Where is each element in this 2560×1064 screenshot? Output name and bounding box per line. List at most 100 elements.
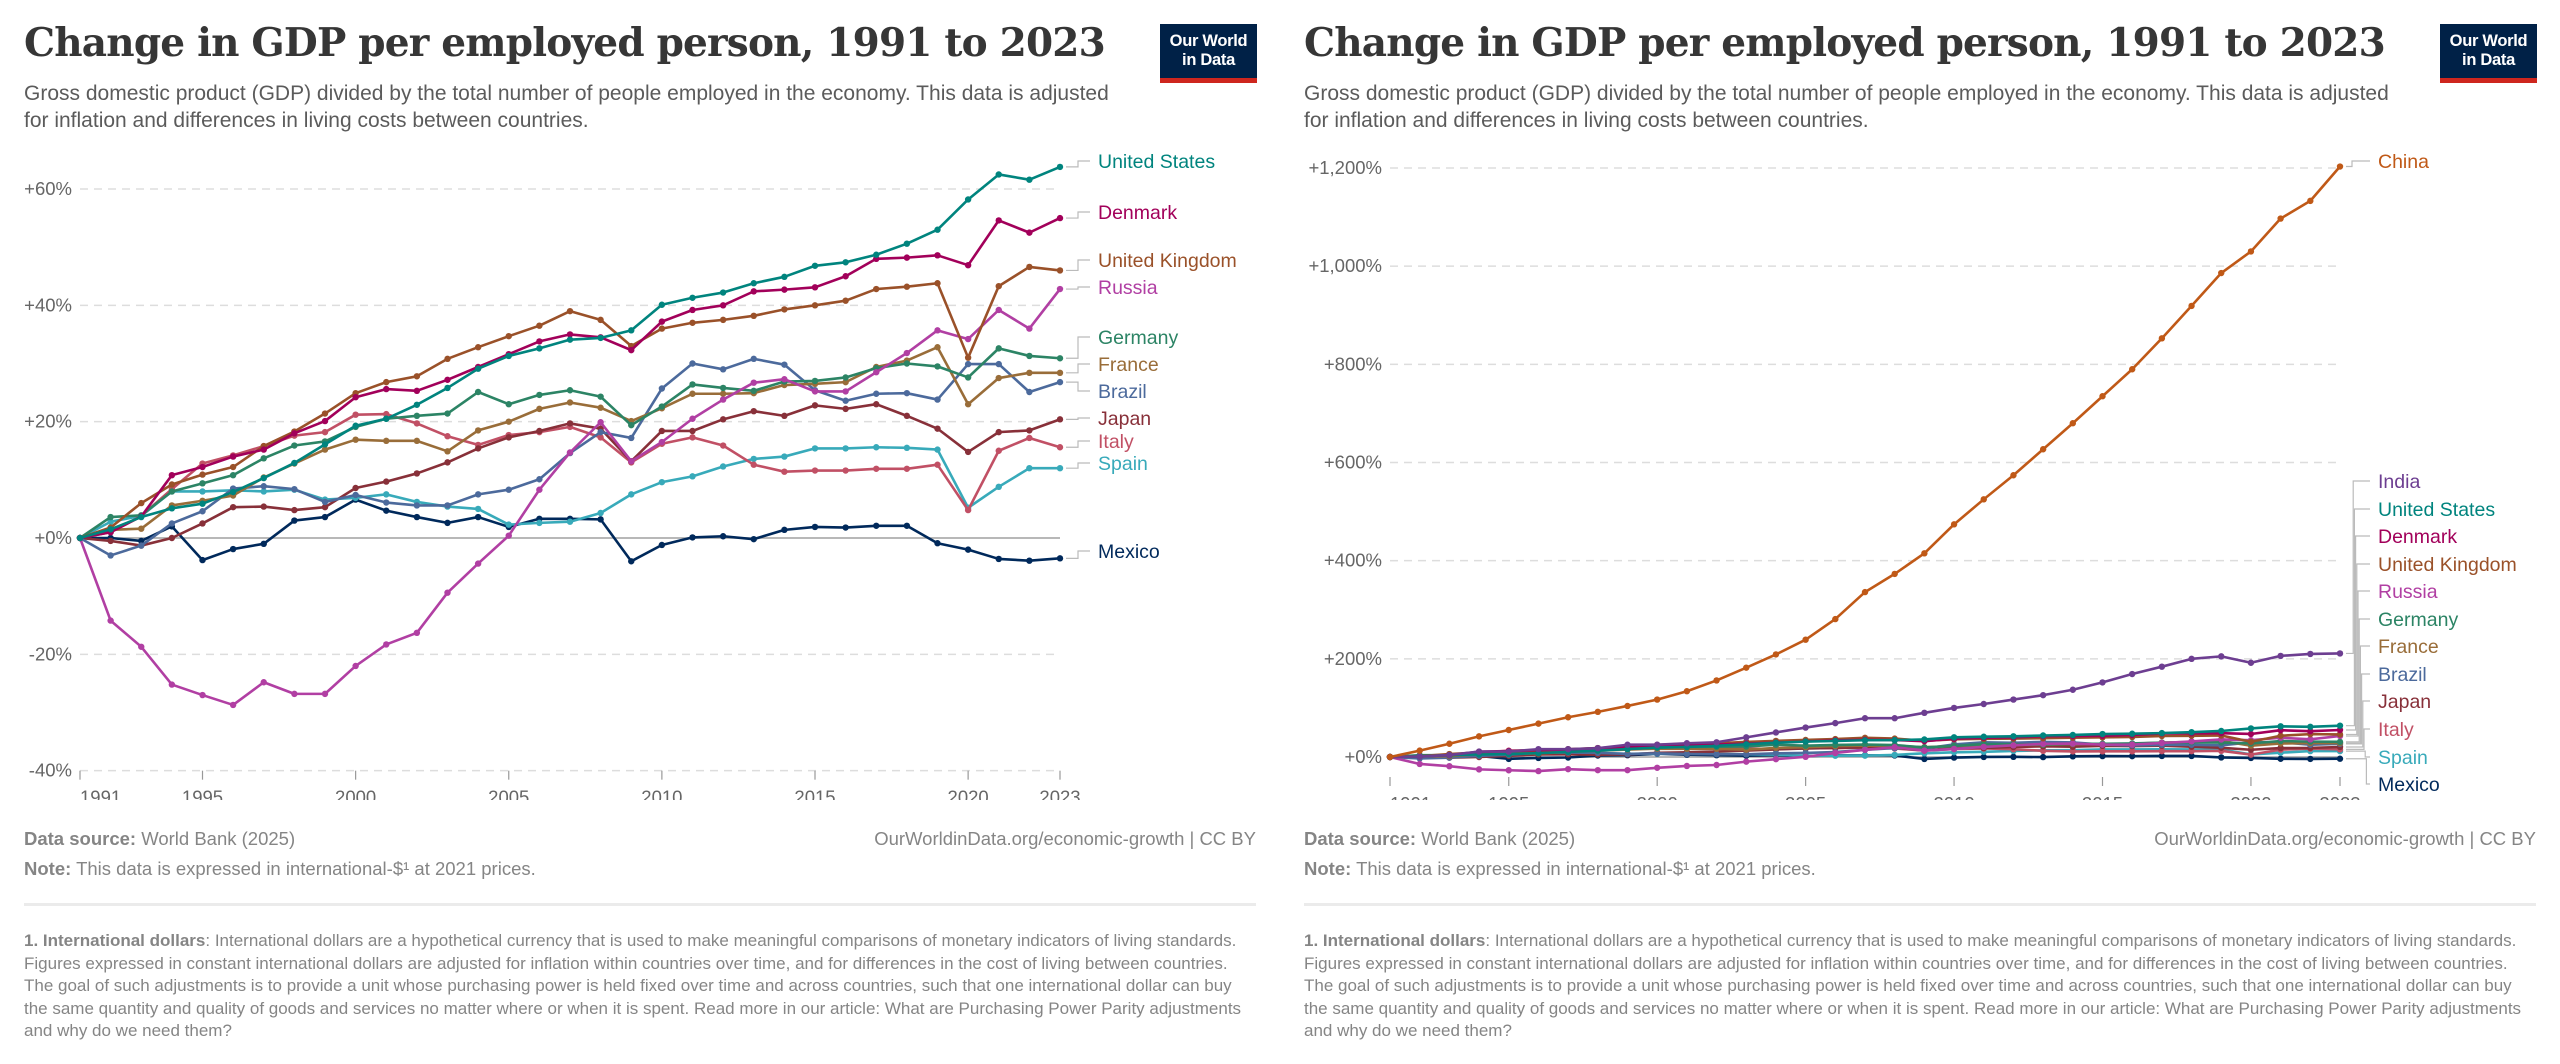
data-point [2188, 747, 2195, 755]
data-point [658, 301, 666, 308]
data-point [1535, 720, 1542, 727]
data-point [260, 455, 267, 462]
data-point [536, 338, 543, 345]
data-point [2277, 723, 2284, 730]
label-connector [2346, 508, 2370, 727]
y-tick-label: +0% [1344, 746, 1382, 767]
data-point [1861, 737, 1869, 744]
y-tick-label: +60% [24, 178, 72, 199]
data-point [536, 405, 543, 413]
data-point [781, 453, 788, 460]
data-point [2307, 728, 2314, 735]
data-point [1416, 760, 1423, 768]
series-united-states [76, 163, 1064, 542]
data-point [138, 643, 145, 650]
data-point [750, 355, 757, 363]
data-point [321, 441, 329, 448]
data-point [1683, 762, 1691, 770]
data-point [383, 378, 390, 386]
chart-panel-right: Change in GDP per employed person, 1991 … [1280, 0, 2560, 1064]
x-tick-label: 2010 [641, 787, 682, 800]
data-point [291, 442, 298, 449]
x-tick-label: 2020 [2230, 793, 2271, 800]
series-label-germany: Germany [2378, 609, 2458, 631]
data-point [2010, 733, 2017, 740]
data-point [750, 387, 757, 395]
data-point [1056, 465, 1064, 472]
label-connector [1066, 417, 1090, 420]
data-point [964, 401, 972, 408]
data-point [2277, 732, 2284, 739]
data-point [2188, 655, 2195, 663]
y-tick-label: +1,000% [1308, 255, 1382, 276]
data-point [628, 491, 635, 498]
data-source: Data source: World Bank (2025) [1304, 828, 1575, 850]
owid-logo[interactable]: Our World in Data [2440, 24, 2537, 83]
y-tick-label: +0% [34, 527, 72, 548]
data-point [2247, 730, 2255, 738]
series-label-mexico: Mexico [1098, 541, 1160, 563]
data-point [1772, 750, 1780, 757]
footnote-text: : International dollars are a hypothetic… [24, 931, 1242, 1040]
data-point [536, 486, 543, 493]
data-point [1921, 709, 1928, 717]
data-point [2188, 302, 2195, 310]
data-point [138, 537, 145, 545]
owid-logo[interactable]: Our World in Data [1160, 24, 1257, 83]
license-link[interactable]: OurWorldinData.org/economic-growth | CC … [2154, 828, 2536, 849]
data-point [199, 488, 206, 495]
data-point [352, 436, 359, 443]
data-point [873, 465, 880, 472]
data-point [536, 427, 543, 435]
series-label-russia: Russia [1098, 277, 1158, 299]
data-point [2039, 446, 2047, 453]
x-tick-label: 1991 [80, 787, 121, 800]
series-label-italy: Italy [1098, 431, 1134, 453]
data-point [2218, 754, 2225, 761]
series-labels: China India United States Denmark United Kin… [2346, 151, 2517, 796]
series-label-japan: Japan [1098, 408, 1151, 430]
data-point [2188, 728, 2195, 736]
series-denmark [76, 214, 1064, 542]
data-point [750, 379, 757, 386]
data-point [1624, 702, 1631, 710]
data-point [1416, 753, 1423, 760]
data-point [76, 534, 84, 542]
y-tick-label: +600% [1324, 452, 1382, 473]
data-point [719, 533, 727, 540]
data-point [199, 691, 206, 699]
data-point [842, 405, 849, 413]
data-point [505, 486, 512, 493]
data-point [658, 325, 666, 332]
data-point [199, 471, 206, 478]
data-point [2039, 691, 2047, 699]
data-point [934, 252, 941, 259]
data-point [474, 513, 482, 521]
data-point [413, 412, 421, 420]
label-connector [2346, 563, 2370, 736]
data-point [413, 387, 421, 395]
data-source-value[interactable]: World Bank (2025) [141, 828, 296, 849]
data-point [1861, 746, 1869, 753]
data-point [474, 388, 482, 396]
series-label-brazil: Brazil [1098, 381, 1147, 403]
data-point [2158, 752, 2166, 760]
data-point [811, 523, 819, 531]
license-link[interactable]: OurWorldinData.org/economic-growth | CC … [874, 828, 1256, 849]
chart-title: Change in GDP per employed person, 1991 … [24, 20, 1106, 66]
x-tick-label: 2000 [335, 787, 376, 800]
data-point [903, 254, 911, 261]
data-point [903, 349, 911, 357]
data-point [658, 438, 666, 446]
series-label-china: China [2378, 151, 2429, 173]
series-label-france: France [2378, 636, 2439, 658]
data-point [689, 306, 696, 314]
data-point [750, 312, 757, 320]
data-point [1921, 747, 1928, 754]
data-point [2277, 652, 2284, 660]
data-point [1861, 715, 1869, 722]
data-source-value[interactable]: World Bank (2025) [1421, 828, 1576, 849]
data-point [934, 280, 941, 287]
data-point [1026, 427, 1033, 434]
data-point [444, 519, 451, 527]
